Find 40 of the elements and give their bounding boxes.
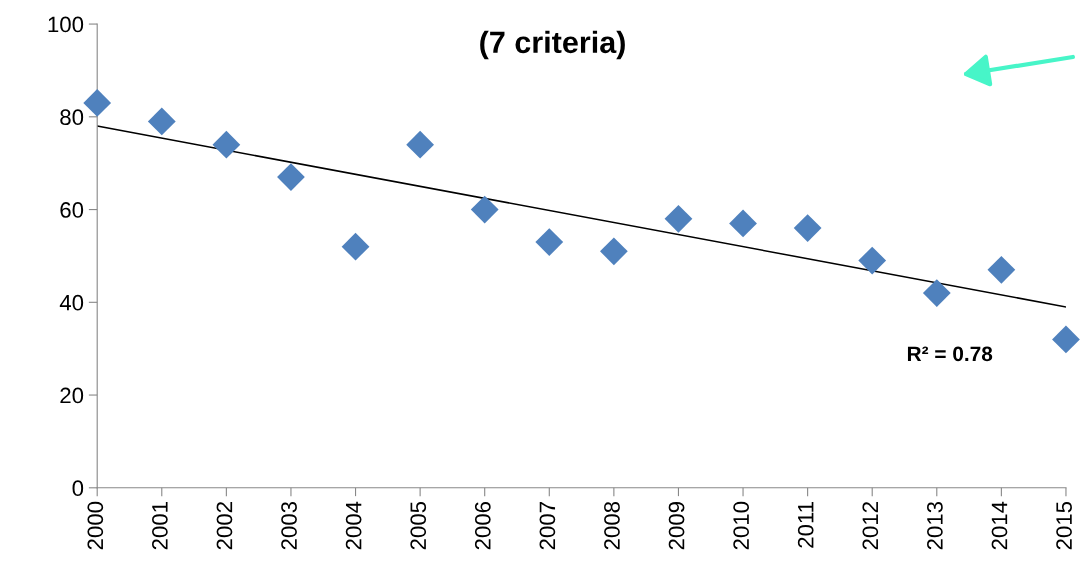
x-tick-label: 2009 <box>668 502 685 550</box>
point <box>470 195 499 224</box>
y-tick-label: 100 <box>48 16 84 33</box>
point <box>599 237 628 266</box>
y-tick-label: 20 <box>60 387 84 404</box>
x-tick-label: 2010 <box>733 501 750 550</box>
annotation: R² = 0.78 <box>907 346 993 362</box>
point <box>922 279 951 307</box>
point <box>535 228 564 256</box>
chart-title: (7 criteria) <box>480 30 625 60</box>
x-tick-label: 2006 <box>474 501 491 550</box>
x-tick-label: 2002 <box>216 502 233 550</box>
x-tick-label: 2003 <box>281 501 297 550</box>
point <box>147 107 176 136</box>
point <box>341 232 370 261</box>
point <box>987 255 1016 284</box>
point <box>83 89 112 117</box>
point <box>406 130 435 159</box>
x-tick-label: 2013 <box>927 501 943 550</box>
point <box>729 209 757 238</box>
x-tick-label: 2008 <box>604 501 620 550</box>
point <box>212 130 241 159</box>
x-tick-label: 2000 <box>87 501 104 550</box>
point <box>1052 325 1080 354</box>
point <box>277 163 305 191</box>
point <box>793 214 822 242</box>
y-tick-label: 0 <box>72 480 84 497</box>
x-tick-label: 2011 <box>797 502 814 548</box>
x-tick-label: 2014 <box>991 501 1008 550</box>
x-tick-label: 2012 <box>862 502 879 550</box>
x-tick-label: 2007 <box>539 502 556 550</box>
x-tick-label: 2005 <box>410 501 427 550</box>
x-tick-label: 2004 <box>345 501 362 550</box>
y-tick-label: 60 <box>60 202 84 218</box>
point <box>858 246 887 275</box>
x-tick-label: 2015 <box>1056 501 1072 550</box>
point <box>664 204 693 233</box>
y-tick-label: 40 <box>59 294 84 311</box>
y-tick-label: 80 <box>60 109 84 126</box>
x-tick-label: 2001 <box>152 502 168 550</box>
